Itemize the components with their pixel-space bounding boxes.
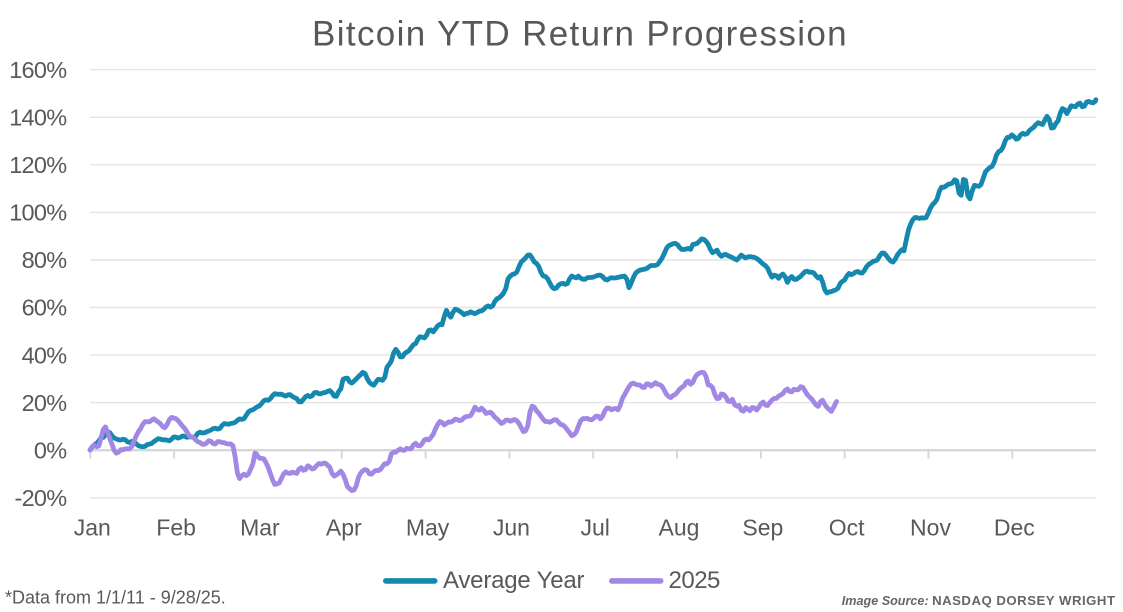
svg-text:Feb: Feb: [156, 515, 196, 541]
svg-text:*Data from 1/1/11 - 9/28/25.: *Data from 1/1/11 - 9/28/25.: [5, 588, 226, 608]
svg-text:Apr: Apr: [326, 515, 362, 541]
svg-text:60%: 60%: [22, 295, 68, 321]
svg-text:120%: 120%: [9, 152, 67, 178]
svg-text:0%: 0%: [34, 437, 67, 463]
svg-text:Image Source: NASDAQ DORSEY WR: Image Source: NASDAQ DORSEY WRIGHT: [842, 593, 1116, 608]
svg-text:Jul: Jul: [580, 515, 609, 541]
svg-text:Dec: Dec: [994, 515, 1035, 541]
svg-text:-20%: -20%: [14, 485, 67, 511]
svg-text:100%: 100%: [9, 200, 67, 226]
svg-text:Bitcoin YTD Return Progression: Bitcoin YTD Return Progression: [312, 15, 848, 54]
svg-text:80%: 80%: [22, 247, 68, 273]
svg-text:Sep: Sep: [742, 515, 783, 541]
svg-text:Nov: Nov: [910, 515, 951, 541]
svg-text:Jan: Jan: [74, 515, 111, 541]
svg-text:40%: 40%: [22, 342, 68, 368]
svg-text:20%: 20%: [22, 390, 68, 416]
svg-text:Average Year: Average Year: [443, 567, 584, 594]
svg-text:2025: 2025: [669, 567, 721, 594]
svg-text:May: May: [406, 515, 450, 541]
svg-text:Aug: Aug: [659, 515, 700, 541]
svg-text:Oct: Oct: [829, 515, 865, 541]
svg-text:Jun: Jun: [493, 515, 530, 541]
svg-text:Mar: Mar: [240, 515, 280, 541]
svg-text:160%: 160%: [9, 57, 67, 83]
svg-text:140%: 140%: [9, 105, 67, 131]
